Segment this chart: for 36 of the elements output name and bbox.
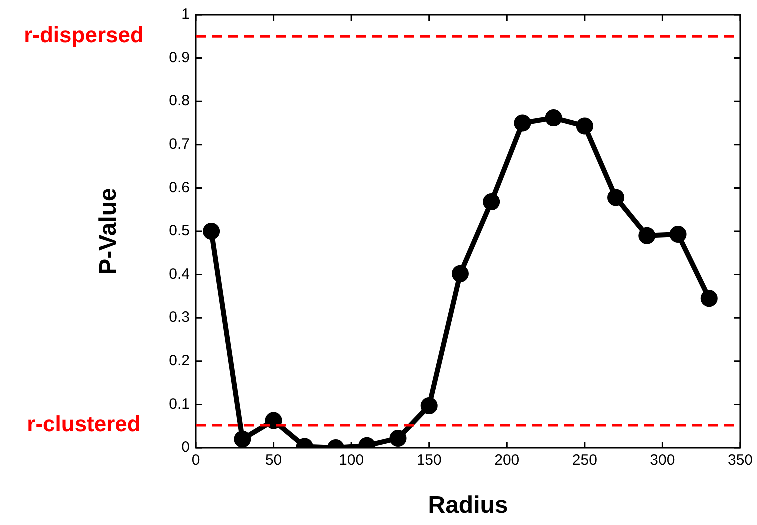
point [608, 189, 625, 206]
x-tick-label: 350 [728, 452, 753, 470]
y-tick-label: 0.5 [169, 222, 190, 240]
point [545, 110, 562, 127]
x-tick-label: 150 [416, 452, 442, 470]
point [234, 430, 252, 448]
x-tick-label: 300 [650, 452, 676, 470]
ref-line-label: r-dispersed [24, 22, 144, 48]
y-tick-label: 0 [182, 439, 190, 456]
y-tick-label: 0.4 [169, 266, 190, 283]
point [514, 114, 532, 132]
y-tick-label: 0.6 [169, 179, 190, 196]
point [265, 412, 282, 430]
ref-line-label: r-clustered [27, 412, 141, 437]
point [390, 430, 407, 447]
point [700, 290, 718, 308]
point [203, 223, 220, 240]
point [483, 194, 500, 211]
y-tick-label: 0.1 [169, 396, 190, 413]
x-axis-title: Radius [428, 492, 508, 520]
y-tick-label: 0.7 [169, 136, 190, 154]
point [420, 398, 438, 414]
y-axis-title: P-Value [95, 188, 122, 275]
y-tick-label: 0.9 [169, 49, 190, 66]
point [452, 265, 469, 282]
y-tick-label: 0.2 [169, 352, 190, 370]
x-tick-label: 50 [265, 452, 282, 470]
y-tick-label: 0.3 [169, 309, 190, 326]
y-tick-label: 1 [182, 6, 190, 24]
point [670, 226, 687, 244]
y-tick-label: 0.8 [169, 92, 190, 110]
point [638, 227, 656, 244]
point [576, 118, 594, 135]
x-tick-label: 200 [494, 452, 520, 470]
x-tick-label: 100 [339, 452, 364, 470]
x-tick-label: 250 [572, 452, 598, 470]
